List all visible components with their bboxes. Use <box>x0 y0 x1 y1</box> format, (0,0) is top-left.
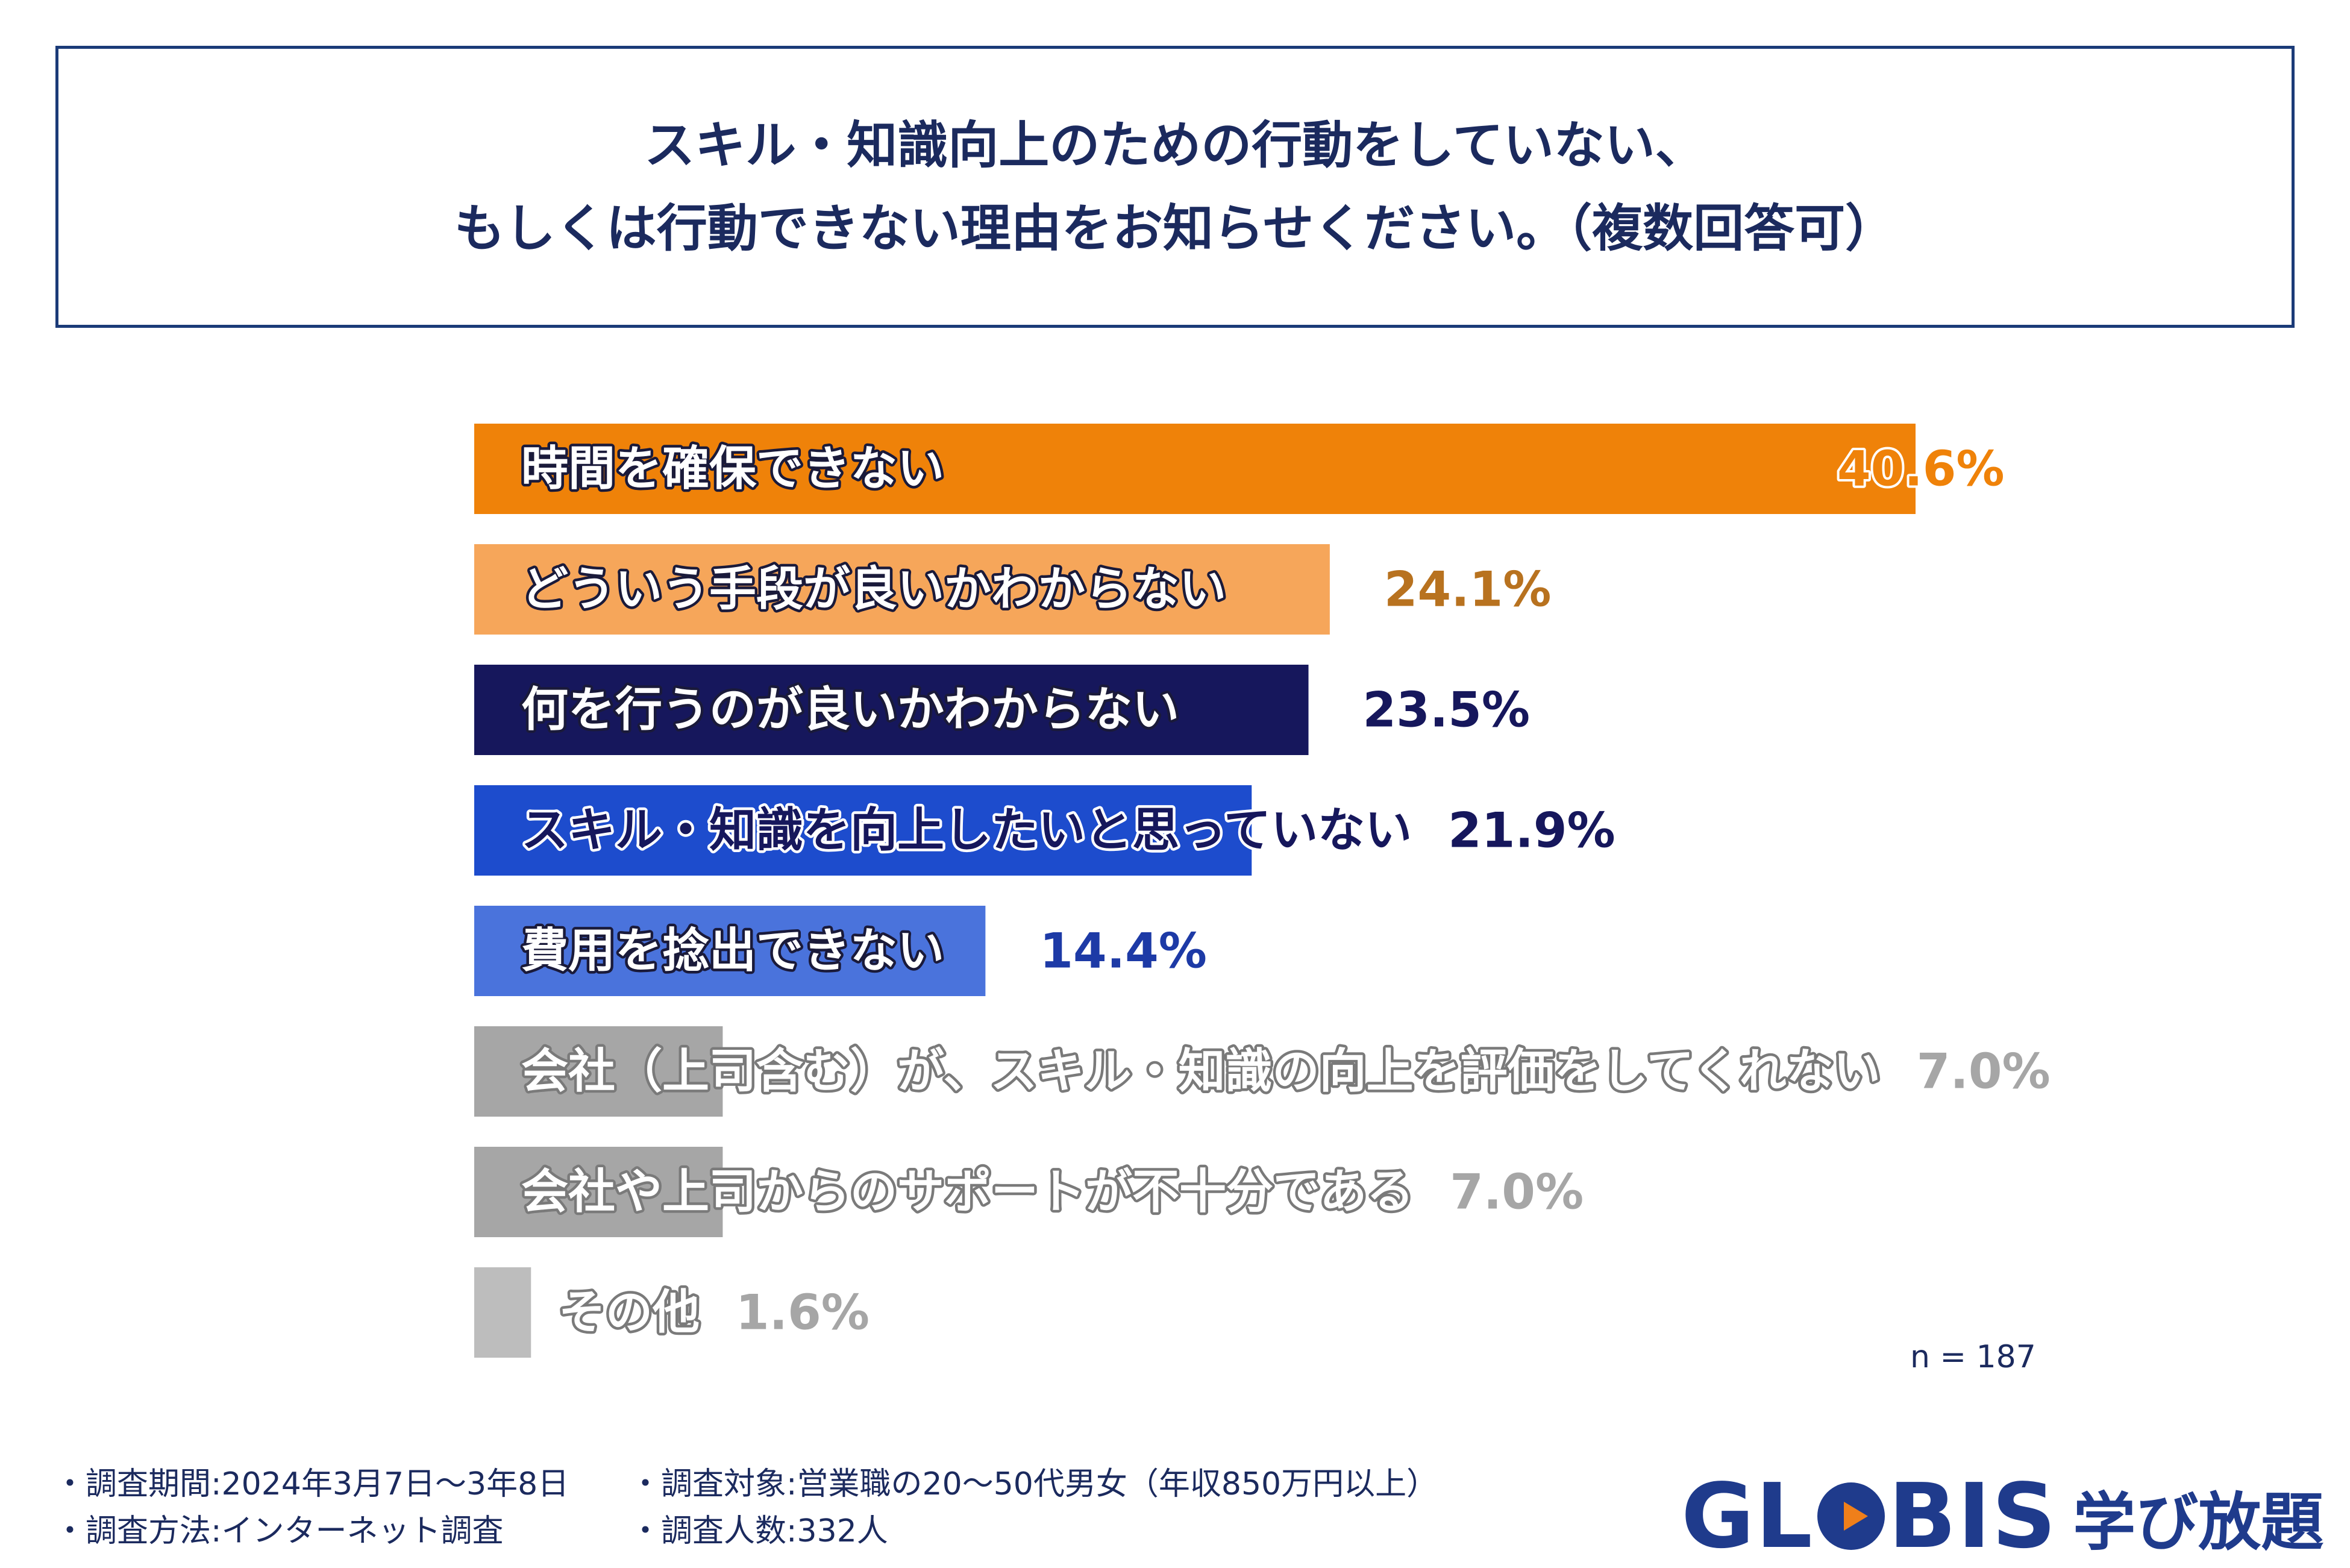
chart-title-line-1: スキル・知識向上のための行動をしていない、 <box>644 116 1706 175</box>
notes-row-2: ・調査方法:インターネット調査 ・調査人数:332人 <box>54 1504 1438 1551</box>
value-label-1: 24.1% <box>1384 562 1552 618</box>
logo-play-icon <box>1817 1482 1885 1550</box>
logo-text-right: BIS <box>1888 1464 2058 1568</box>
bar-3 <box>474 785 1252 876</box>
bar-0 <box>474 424 1916 514</box>
bar-label-3: スキル・知識を向上したいと思っていない <box>521 803 1412 858</box>
logo-service-name: 学び放題 <box>2073 1485 2324 1559</box>
value-label-2: 23.5% <box>1363 682 1531 738</box>
bar-label-1: どういう手段が良いかわからない <box>521 562 1226 616</box>
value-label-3: 21.9% <box>1448 803 1615 859</box>
sample-size-label: n = 187 <box>1910 1339 2036 1375</box>
note-survey-count: ・調査人数:332人 <box>630 1513 888 1549</box>
value-label-0: 40.6% <box>1837 441 2005 497</box>
bar-4 <box>474 906 986 996</box>
notes-row-1: ・調査期間:2024年3月7日〜3年8日 ・調査対象:営業職の20〜50代男女（… <box>54 1457 1438 1504</box>
value-label-7: 1.6% <box>736 1285 870 1341</box>
bar-label-2: 何を行うのが良いかわからない <box>521 683 1179 737</box>
bar-label-5: 会社（上司含む）が、スキル・知識の向上を評価をしてくれない <box>521 1044 1881 1099</box>
value-label-6: 7.0% <box>1450 1164 1584 1220</box>
globis-logo: GL BIS 学び放題 <box>1681 1464 2323 1568</box>
title-box: スキル・知識向上のための行動をしていない、 もしくは行動できない理由をお知らせく… <box>55 46 2295 328</box>
bar-1 <box>474 544 1330 635</box>
note-survey-period: ・調査期間:2024年3月7日〜3年8日 <box>54 1466 569 1502</box>
note-survey-target: ・調査対象:営業職の20〜50代男女（年収850万円以上） <box>630 1466 1438 1502</box>
note-survey-method: ・調査方法:インターネット調査 <box>54 1513 504 1549</box>
bar-label-0: 時間を確保できない <box>521 442 944 496</box>
logo-wordmark: GL BIS <box>1681 1464 2057 1568</box>
bar-label-4: 費用を捻出できない <box>521 924 944 978</box>
bar-6 <box>474 1147 723 1237</box>
survey-notes: ・調査期間:2024年3月7日〜3年8日 ・調査対象:営業職の20〜50代男女（… <box>54 1457 1438 1551</box>
chart-title-line-2: もしくは行動できない理由をお知らせください。（複数回答可） <box>454 199 1896 258</box>
bar-label-6: 会社や上司からのサポートが不十分である <box>521 1165 1414 1219</box>
bar-7 <box>474 1267 531 1358</box>
value-label-4: 14.4% <box>1039 923 1207 979</box>
bar-label-7: その他 <box>559 1285 700 1340</box>
bar-2 <box>474 665 1309 755</box>
value-label-5: 7.0% <box>1917 1044 2051 1100</box>
bar-5 <box>474 1026 723 1117</box>
logo-text-left: GL <box>1681 1464 1814 1568</box>
